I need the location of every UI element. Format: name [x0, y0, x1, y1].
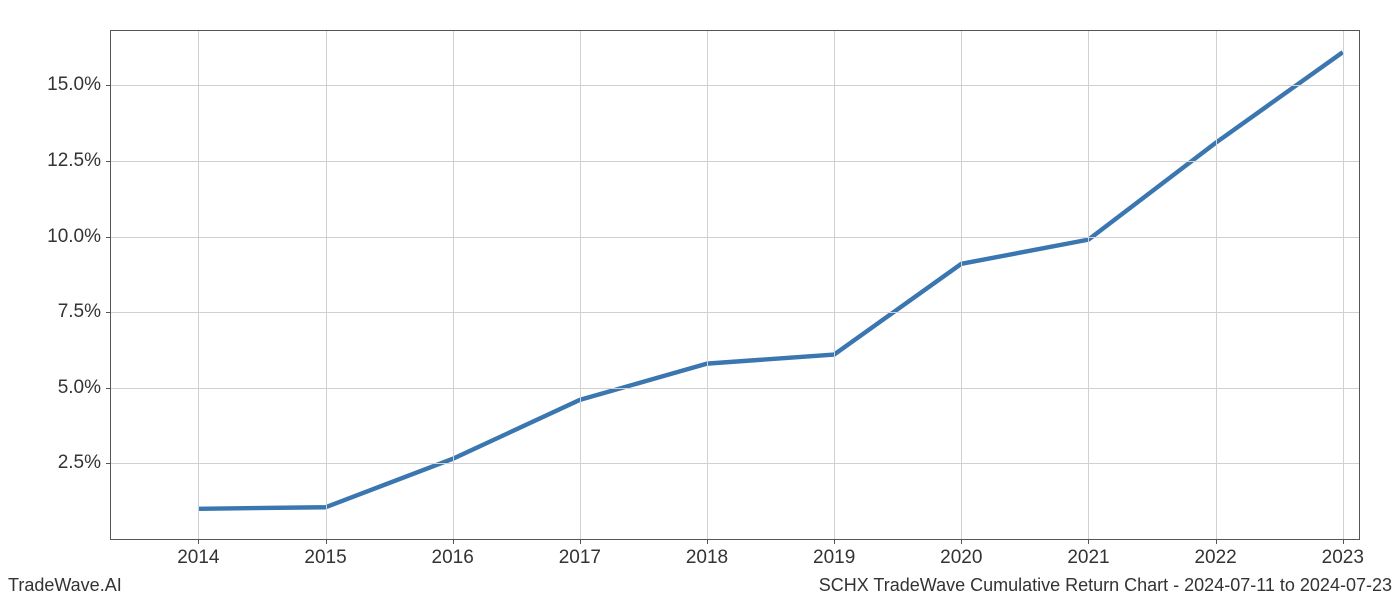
footer-brand: TradeWave.AI: [8, 575, 122, 596]
x-tick-label: 2014: [177, 539, 219, 569]
grid-line-horizontal: [111, 312, 1359, 313]
x-tick-label: 2019: [813, 539, 855, 569]
grid-line-horizontal: [111, 85, 1359, 86]
x-tick-label: 2020: [940, 539, 982, 569]
grid-line-horizontal: [111, 388, 1359, 389]
y-tick-label: 10.0%: [47, 226, 111, 248]
y-tick-label: 15.0%: [47, 74, 111, 96]
y-tick-label: 5.0%: [58, 377, 111, 399]
grid-line-horizontal: [111, 463, 1359, 464]
plot-area: 2014201520162017201820192020202120222023…: [110, 30, 1360, 540]
x-tick-label: 2017: [559, 539, 601, 569]
grid-line-horizontal: [111, 161, 1359, 162]
x-tick-label: 2015: [304, 539, 346, 569]
y-tick-label: 2.5%: [58, 452, 111, 474]
chart-container: 2014201520162017201820192020202120222023…: [110, 30, 1360, 540]
footer-caption: SCHX TradeWave Cumulative Return Chart -…: [819, 575, 1392, 596]
x-tick-label: 2018: [686, 539, 728, 569]
x-tick-label: 2021: [1067, 539, 1109, 569]
y-tick-label: 7.5%: [58, 301, 111, 323]
x-tick-label: 2022: [1194, 539, 1236, 569]
grid-line-horizontal: [111, 237, 1359, 238]
x-tick-label: 2016: [432, 539, 474, 569]
y-tick-label: 12.5%: [47, 150, 111, 172]
x-tick-label: 2023: [1322, 539, 1364, 569]
